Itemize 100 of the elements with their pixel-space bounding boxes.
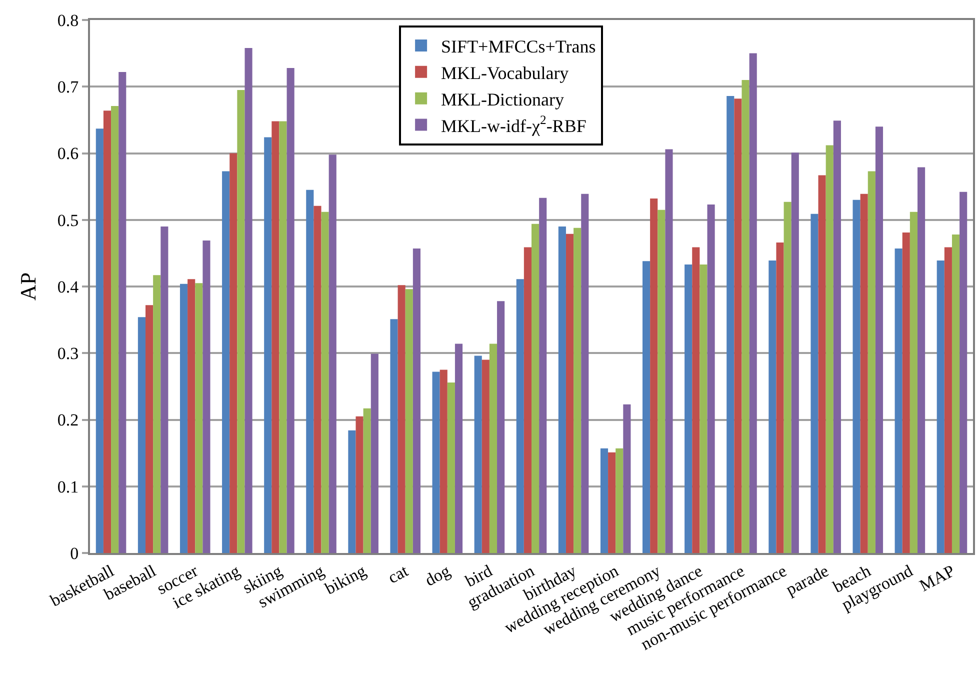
- bar: [918, 167, 926, 553]
- bar: [412, 248, 420, 553]
- bar: [875, 126, 884, 553]
- bar: [202, 240, 210, 553]
- bar: [833, 120, 841, 553]
- y-tick-label: 0.4: [57, 277, 80, 296]
- bar: [440, 370, 448, 553]
- bar: [244, 48, 252, 553]
- bar: [516, 279, 524, 553]
- y-tick-label: 0.1: [57, 477, 79, 496]
- y-tick-label: 0.5: [57, 210, 79, 230]
- bar: [195, 283, 203, 553]
- bar: [398, 285, 406, 553]
- bar: [650, 198, 658, 553]
- bar: [566, 234, 574, 553]
- bar: [482, 360, 490, 553]
- bar: [321, 212, 329, 553]
- bar: [791, 152, 799, 553]
- bar: [363, 408, 371, 553]
- bar: [658, 210, 666, 553]
- bar: [558, 226, 566, 553]
- y-axis-title: AP: [16, 272, 41, 301]
- bar: [286, 68, 294, 553]
- bar: [138, 317, 146, 553]
- bar: [936, 260, 944, 553]
- bar: [160, 226, 168, 553]
- x-tick-label: cat: [384, 561, 412, 588]
- bar: [810, 214, 818, 553]
- bar: [902, 232, 910, 553]
- bar: [314, 206, 322, 553]
- bar: [642, 261, 650, 553]
- bar: [707, 204, 715, 553]
- bar: [700, 264, 708, 553]
- legend-label: MKL-w-idf-χ$^{2}$-RBF: [441, 113, 586, 136]
- bar: [489, 344, 498, 553]
- y-tick-label: 0.8: [57, 10, 79, 30]
- bar: [279, 121, 287, 553]
- bar: [405, 289, 413, 553]
- bar: [616, 448, 624, 553]
- bar: [497, 301, 505, 553]
- legend-label: SIFT+MFCCs+Trans: [441, 36, 596, 57]
- x-tick-label: MAP: [916, 561, 958, 596]
- bar: [960, 192, 968, 553]
- y-tick-label: 0.3: [57, 344, 79, 364]
- bar: [237, 90, 245, 553]
- bar: [784, 202, 792, 553]
- bar: [944, 247, 952, 553]
- bar: [103, 110, 112, 553]
- bar: [153, 275, 161, 553]
- bar: [532, 224, 540, 553]
- bar: [539, 198, 547, 553]
- bar: [692, 247, 700, 553]
- bar: [188, 279, 196, 553]
- bar: [868, 171, 876, 553]
- bar: [749, 53, 757, 553]
- bar: [684, 264, 692, 553]
- legend-label: MKL-Dictionary: [441, 89, 564, 110]
- bar: [432, 372, 440, 553]
- y-tick-label: 0.7: [57, 78, 80, 97]
- legend-label: MKL-Vocabulary: [441, 62, 569, 83]
- bar: [230, 153, 238, 553]
- bar: [894, 248, 902, 553]
- y-tick-label: 0.2: [57, 410, 79, 430]
- bar: [665, 149, 673, 553]
- bar: [600, 448, 608, 553]
- bar: [328, 154, 336, 553]
- bar: [623, 404, 631, 553]
- bar: [118, 72, 126, 553]
- bar: [272, 121, 280, 553]
- y-tick-label: 0: [70, 544, 79, 563]
- bar: [348, 430, 356, 553]
- bar: [768, 260, 776, 553]
- bar: [826, 145, 834, 553]
- bar: [852, 200, 860, 553]
- bar: [952, 234, 960, 553]
- bar: [742, 80, 750, 553]
- bar: [370, 354, 378, 553]
- bar: [390, 319, 398, 553]
- bar: [860, 194, 868, 553]
- bar: [574, 228, 582, 553]
- bar: [146, 305, 154, 553]
- y-tick-label: 0.6: [57, 144, 79, 164]
- bar: [581, 194, 589, 553]
- bar: [111, 106, 119, 553]
- bar: [726, 96, 734, 553]
- bar: [454, 344, 463, 553]
- bar: [96, 128, 104, 553]
- bar: [524, 247, 532, 553]
- bar: [734, 98, 742, 553]
- bar: [222, 171, 230, 553]
- bar: [306, 190, 314, 553]
- bar: [264, 137, 272, 553]
- bar: [180, 284, 188, 553]
- x-tick-label: dog: [422, 560, 454, 590]
- bar: [818, 175, 826, 553]
- bar: [910, 212, 918, 553]
- bar: [776, 242, 784, 553]
- bar: [356, 416, 364, 553]
- bar: [608, 452, 616, 553]
- bar: [474, 356, 482, 553]
